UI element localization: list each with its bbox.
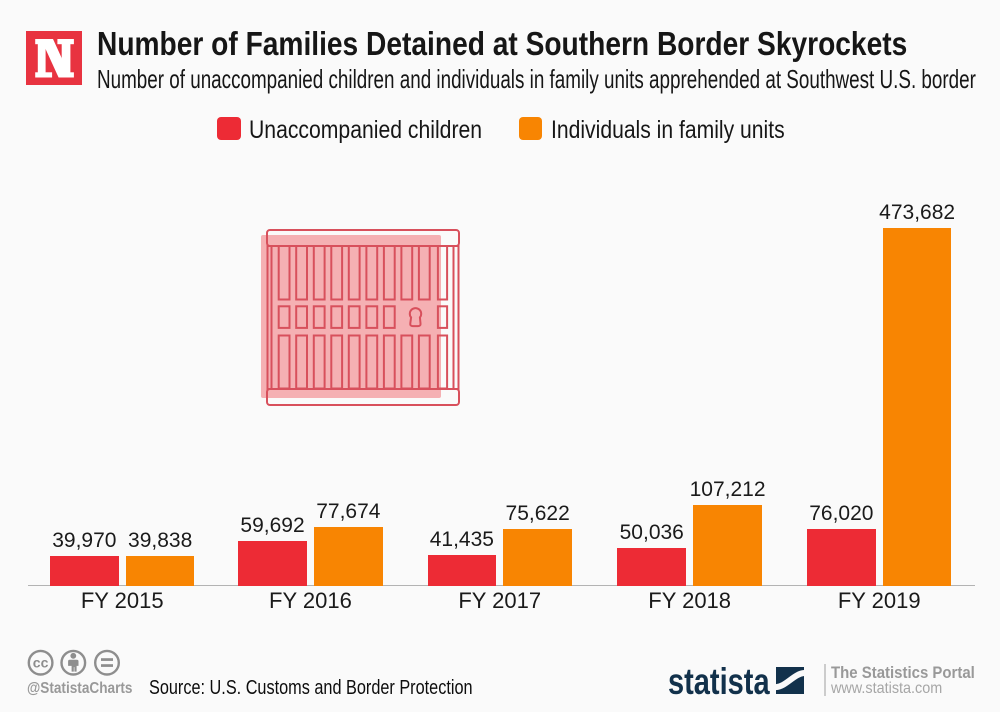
svg-text:cc: cc xyxy=(33,655,49,671)
